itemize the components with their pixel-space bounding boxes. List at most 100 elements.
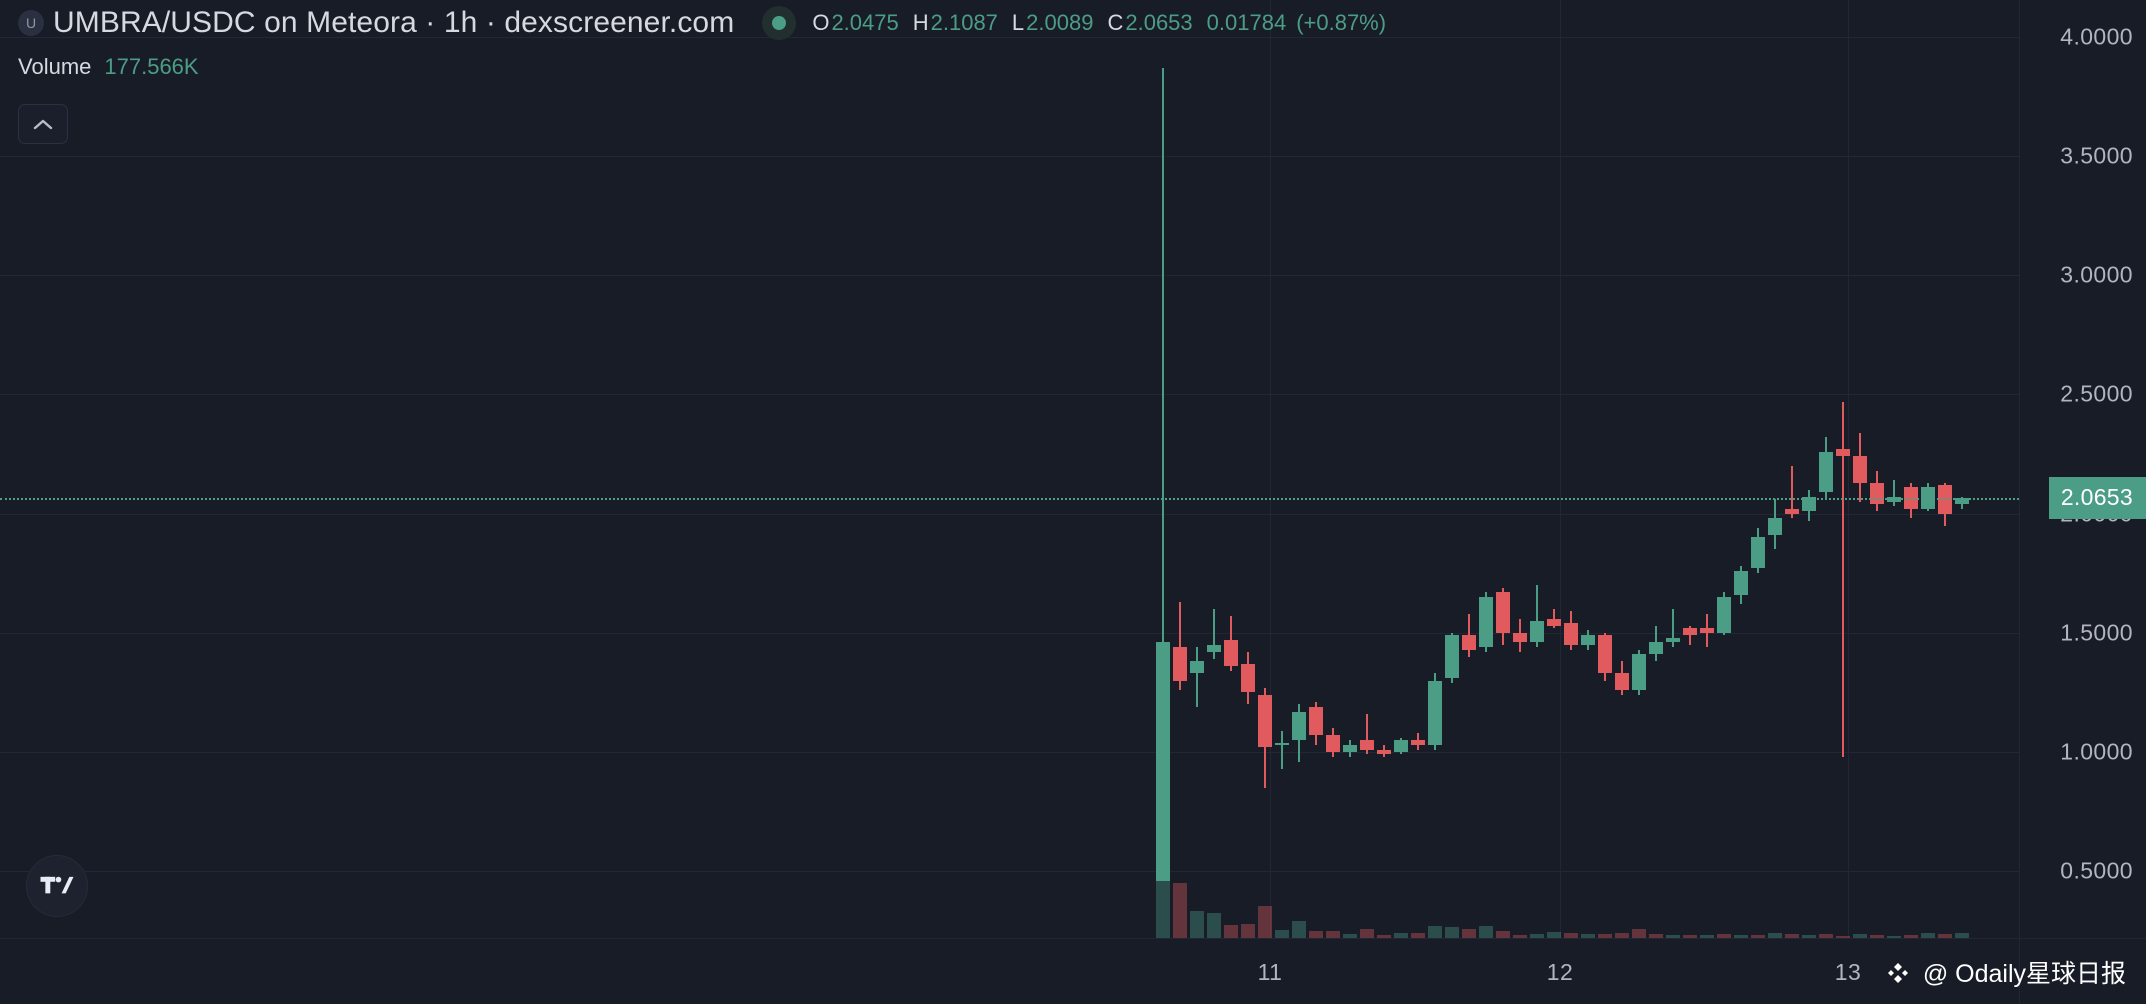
- volume-value: 177.566K: [104, 54, 199, 79]
- volume-bar: [1734, 935, 1748, 938]
- volume-bar: [1666, 935, 1680, 938]
- candle-body: [1581, 635, 1595, 645]
- candle-body: [1853, 456, 1867, 483]
- candle-body: [1394, 740, 1408, 753]
- volume-bar: [1428, 925, 1442, 938]
- candle-body: [1309, 706, 1323, 736]
- chart-legend: U UMBRA/USDC on Meteora · 1h · dexscreen…: [18, 6, 1396, 80]
- candle-body: [1700, 628, 1714, 633]
- time-tick-label: 12: [1546, 959, 1574, 985]
- close-label: C: [1107, 10, 1124, 35]
- candle-wick: [1689, 625, 1691, 645]
- tradingview-logo[interactable]: [26, 855, 88, 917]
- grid-line-horizontal: [0, 394, 2019, 395]
- volume-bar: [1326, 931, 1340, 938]
- time-axis[interactable]: 11 12 13: [0, 938, 2019, 1004]
- change-percent: (+0.87%): [1296, 10, 1387, 35]
- candle-body: [1360, 740, 1374, 750]
- volume-bar: [1921, 933, 1935, 938]
- grid-line-horizontal: [0, 37, 2019, 38]
- candle-body: [1547, 618, 1561, 626]
- current-price-badge: 2.0653: [2048, 477, 2146, 519]
- candle-body: [1377, 749, 1391, 755]
- volume-bar: [1445, 926, 1459, 938]
- candle-body: [1666, 637, 1680, 643]
- live-status-icon: [762, 6, 797, 40]
- candle-body: [1513, 632, 1527, 643]
- volume-bar: [1530, 934, 1544, 938]
- volume-bar: [1190, 911, 1204, 938]
- grid-line-horizontal: [0, 275, 2019, 276]
- volume-bar: [1904, 935, 1918, 938]
- candle-wick: [1536, 585, 1538, 648]
- volume-bar: [1853, 934, 1867, 938]
- axis-corner: [2019, 938, 2146, 1004]
- candle-body: [1598, 635, 1612, 674]
- candle-wick: [1162, 67, 1164, 881]
- candle-body: [1462, 635, 1476, 650]
- volume-bar: [1462, 928, 1476, 938]
- volume-bar: [1207, 913, 1221, 938]
- high-label: H: [912, 10, 929, 35]
- volume-bar: [1496, 931, 1510, 938]
- watermark-text: @ Odaily星球日报: [1922, 960, 2126, 988]
- candle-body: [1717, 597, 1731, 633]
- volume-bar: [1819, 934, 1833, 938]
- candle-body: [1190, 661, 1204, 674]
- odaily-watermark: @ Odaily星球日报: [1883, 954, 2126, 990]
- volume-bar: [1836, 936, 1850, 938]
- volume-bar: [1581, 934, 1595, 938]
- grid-line-horizontal: [0, 871, 2019, 872]
- candle-body: [1734, 570, 1748, 595]
- volume-bar: [1258, 905, 1272, 938]
- candle-body: [1207, 644, 1221, 652]
- volume-bar: [1938, 934, 1952, 938]
- volume-bar: [1564, 933, 1578, 938]
- ohlc-values: O 2.0475 H 2.1087 L 2.0089 C 2.0653 0.01…: [812, 10, 1396, 36]
- candle-body: [1275, 742, 1289, 745]
- candle-body: [1411, 740, 1425, 745]
- candle-body: [1564, 623, 1578, 645]
- volume-bar: [1887, 936, 1901, 938]
- candle-body: [1802, 496, 1816, 512]
- candle-body: [1445, 635, 1459, 679]
- low-value: 2.0089: [1026, 10, 1094, 35]
- volume-bar: [1751, 935, 1765, 938]
- volume-bar: [1717, 934, 1731, 938]
- candle-body: [1428, 680, 1442, 745]
- candle-body: [1649, 642, 1663, 655]
- candle-body: [1530, 620, 1544, 643]
- grid-line-vertical: [1270, 0, 1271, 938]
- volume-bar: [1513, 935, 1527, 938]
- candle-wick: [1791, 465, 1793, 519]
- current-price-line: [0, 498, 2019, 500]
- volume-bar: [1802, 935, 1816, 938]
- collapse-legend-button[interactable]: [18, 104, 68, 144]
- candle-body: [1258, 694, 1272, 748]
- grid-line-vertical: [1848, 0, 1849, 938]
- volume-bar: [1785, 934, 1799, 938]
- chart-title[interactable]: UMBRA/USDC on Meteora · 1h · dexscreener…: [53, 6, 735, 39]
- candle-body: [1479, 597, 1493, 648]
- chevron-up-icon: [33, 119, 53, 129]
- candle-body: [1156, 642, 1170, 881]
- symbol-avatar: U: [18, 10, 44, 36]
- candle-body: [1173, 647, 1187, 681]
- time-tick-label: 13: [1834, 959, 1862, 985]
- candle-body: [1751, 537, 1765, 569]
- candle-body: [1615, 673, 1629, 691]
- open-label: O: [812, 10, 830, 35]
- candle-body: [1241, 663, 1255, 693]
- grid-line-vertical: [1560, 0, 1561, 938]
- price-axis[interactable]: 4.00003.50003.00002.50002.00001.50001.00…: [2019, 0, 2146, 938]
- grid-line-horizontal: [0, 633, 2019, 634]
- volume-bar: [1768, 933, 1782, 938]
- candle-body: [1768, 518, 1782, 536]
- candle-wick: [1842, 401, 1844, 757]
- odaily-diamond-icon: [1887, 963, 1908, 983]
- chart-plot-area[interactable]: [0, 0, 2019, 938]
- candle-wick: [1196, 647, 1198, 707]
- price-tick-label: 1.5000: [2060, 619, 2133, 646]
- low-label: L: [1011, 10, 1025, 35]
- high-value: 2.1087: [930, 10, 998, 35]
